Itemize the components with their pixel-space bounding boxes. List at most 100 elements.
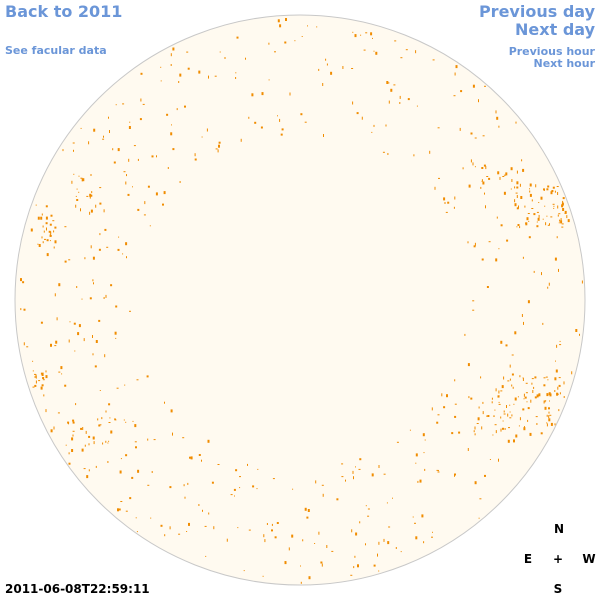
feature-mark	[143, 214, 146, 216]
feature-mark	[419, 479, 422, 483]
feature-mark	[495, 110, 497, 114]
feature-mark	[256, 488, 258, 490]
feature-mark	[53, 426, 55, 430]
feature-mark	[147, 438, 149, 441]
feature-mark	[516, 181, 519, 185]
feature-mark	[482, 181, 485, 185]
feature-mark	[487, 415, 490, 417]
feature-mark	[371, 131, 373, 133]
feature-mark	[497, 395, 500, 397]
feature-mark	[517, 224, 520, 226]
feature-mark	[526, 401, 528, 403]
next-day-link[interactable]: Next day	[515, 20, 595, 39]
feature-mark	[355, 532, 358, 536]
feature-mark	[41, 213, 43, 216]
feature-mark	[548, 418, 551, 422]
feature-mark	[579, 333, 580, 336]
feature-mark	[105, 440, 107, 443]
feature-mark	[474, 242, 476, 246]
feature-mark	[436, 421, 439, 424]
feature-mark	[484, 85, 486, 87]
feature-mark	[292, 488, 294, 490]
next-hour-link[interactable]: Next hour	[533, 57, 596, 70]
back-to-year-link[interactable]: Back to 2011	[5, 2, 123, 21]
feature-mark	[503, 174, 506, 176]
feature-mark	[533, 270, 535, 273]
feature-mark	[555, 360, 556, 362]
previous-day-link[interactable]: Previous day	[478, 2, 595, 21]
feature-mark	[50, 429, 53, 433]
feature-mark	[131, 476, 134, 479]
feature-mark	[137, 208, 140, 211]
feature-mark	[399, 95, 401, 99]
feature-mark	[546, 393, 549, 397]
feature-mark	[73, 173, 75, 175]
feature-mark	[498, 401, 500, 403]
feature-mark	[474, 481, 477, 485]
feature-mark	[530, 399, 532, 403]
see-facular-data-link[interactable]: See facular data	[5, 44, 107, 57]
solar-disk	[14, 14, 586, 586]
feature-mark	[506, 239, 509, 242]
feature-mark	[481, 426, 483, 430]
feature-mark	[99, 424, 102, 426]
feature-mark	[488, 177, 491, 180]
feature-mark	[481, 179, 483, 182]
feature-mark	[150, 517, 152, 519]
feature-mark	[494, 424, 497, 426]
feature-mark	[68, 339, 70, 343]
feature-mark	[325, 58, 327, 61]
feature-mark	[500, 224, 503, 227]
feature-mark	[336, 498, 339, 501]
feature-mark	[485, 205, 486, 209]
feature-mark	[35, 204, 37, 206]
feature-mark	[72, 419, 75, 422]
feature-mark	[486, 415, 489, 417]
feature-mark	[505, 172, 508, 176]
feature-mark	[511, 354, 514, 356]
feature-mark	[470, 397, 473, 400]
feature-mark	[42, 225, 44, 228]
feature-mark	[445, 211, 448, 213]
feature-mark	[254, 121, 257, 124]
feature-mark	[554, 257, 557, 261]
feature-mark	[46, 253, 49, 257]
feature-mark	[261, 92, 264, 96]
feature-mark	[548, 411, 550, 414]
feature-mark	[378, 465, 380, 468]
feature-mark	[396, 441, 399, 443]
feature-mark	[559, 344, 562, 346]
feature-mark	[321, 563, 323, 567]
feature-mark	[114, 331, 117, 335]
feature-mark	[496, 216, 498, 219]
feature-mark	[558, 377, 561, 379]
feature-mark	[538, 214, 540, 218]
feature-mark	[540, 196, 543, 200]
feature-mark	[198, 70, 201, 74]
feature-mark	[95, 204, 97, 208]
feature-mark	[545, 376, 548, 378]
feature-mark	[81, 448, 84, 452]
feature-mark	[272, 478, 275, 480]
previous-hour-link[interactable]: Previous hour	[508, 45, 595, 58]
feature-mark	[52, 220, 55, 222]
feature-mark	[522, 377, 524, 379]
feature-mark	[34, 376, 36, 378]
feature-mark	[72, 434, 74, 437]
feature-mark	[491, 397, 493, 400]
feature-mark	[183, 484, 185, 487]
feature-mark	[81, 178, 83, 182]
feature-mark	[342, 66, 344, 69]
feature-mark	[476, 423, 479, 424]
feature-mark	[496, 116, 499, 120]
feature-mark	[201, 136, 203, 138]
feature-mark	[124, 384, 126, 386]
feature-mark	[117, 248, 120, 251]
feature-mark	[527, 300, 530, 304]
feature-mark	[390, 88, 393, 92]
feature-mark	[160, 66, 162, 68]
feature-mark	[523, 321, 524, 325]
feature-mark	[421, 514, 424, 518]
feature-mark	[132, 186, 133, 188]
feature-mark	[294, 40, 296, 42]
